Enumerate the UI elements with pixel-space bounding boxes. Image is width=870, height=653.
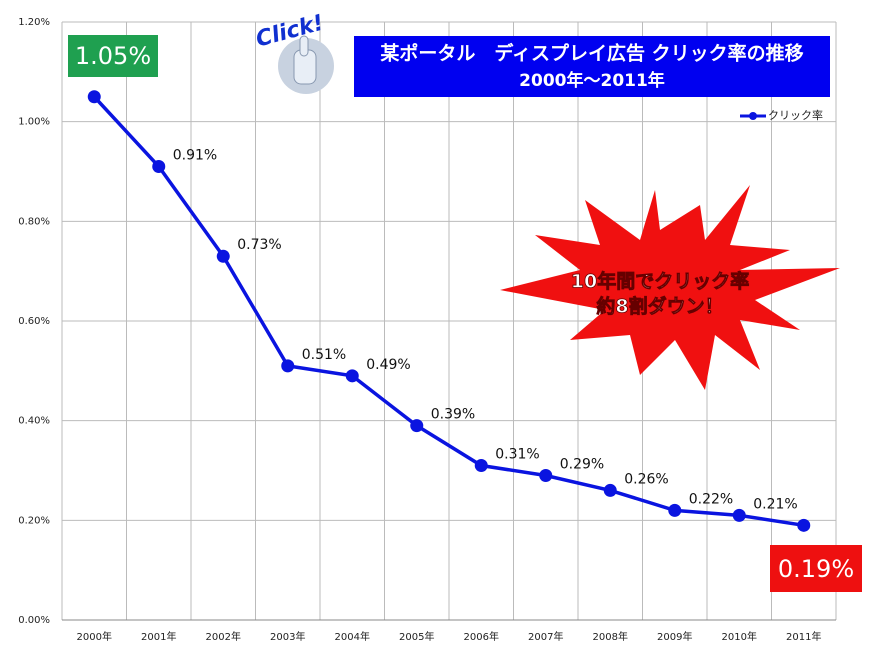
chart-subtitle: 2000年～2011年 xyxy=(519,70,665,91)
start-badge xyxy=(68,35,158,77)
data-label: 0.39% xyxy=(431,407,475,423)
data-label: 0.51% xyxy=(302,347,346,363)
data-label: 1.05% xyxy=(75,42,151,70)
y-tick-label: 0.40% xyxy=(18,416,50,427)
data-label: 0.22% xyxy=(689,491,733,507)
data-label: 0.31% xyxy=(495,447,539,463)
data-point xyxy=(797,518,811,532)
y-tick-label: 1.20% xyxy=(18,17,50,28)
data-point xyxy=(539,468,553,482)
data-point xyxy=(732,508,746,522)
chart-title: 某ポータル ディスプレイ広告 クリック率の推移 xyxy=(380,42,803,65)
x-tick-label: 2006年 xyxy=(464,630,499,643)
data-point xyxy=(668,503,682,517)
y-tick-label: 0.20% xyxy=(18,515,50,526)
title-box xyxy=(354,36,830,97)
data-point xyxy=(474,459,488,473)
y-tick-label: 0.00% xyxy=(18,615,50,626)
data-point xyxy=(281,359,295,373)
data-label: 0.26% xyxy=(624,471,668,487)
data-label: 0.19% xyxy=(778,555,854,583)
legend-marker xyxy=(749,112,757,120)
data-point xyxy=(345,369,359,383)
data-label: 0.21% xyxy=(753,496,797,512)
x-tick-label: 2008年 xyxy=(593,630,628,643)
series-line xyxy=(92,95,805,528)
x-tick-label: 2004年 xyxy=(335,630,370,643)
x-tick-label: 2007年 xyxy=(528,630,563,643)
data-point xyxy=(216,249,230,263)
data-point xyxy=(410,419,424,433)
annotation: 約8割ダウン！ xyxy=(596,295,723,318)
end-badge xyxy=(770,545,862,592)
data-label: 0.49% xyxy=(366,357,410,373)
x-tick-label: 2011年 xyxy=(786,630,821,643)
data-label: 0.91% xyxy=(173,148,217,164)
x-tick-label: 2005年 xyxy=(399,630,434,643)
y-tick-label: 0.80% xyxy=(18,216,50,227)
x-tick-label: 2010年 xyxy=(722,630,757,643)
plot: 1.05% 0.91% 0.73% 0.51% 0.49% 0.39% 0.31% 0.29%… xyxy=(68,35,862,592)
x-tick-label: 2001年 xyxy=(141,630,176,643)
x-tick-label: 2000年 xyxy=(77,630,112,643)
annotation: 10年間でクリック率 xyxy=(571,270,749,293)
data-label: 0.73% xyxy=(237,237,281,253)
data-label: 0.29% xyxy=(560,456,604,472)
data-point xyxy=(87,90,101,104)
y-tick-label: 1.00% xyxy=(18,117,50,128)
x-tick-label: 2003年 xyxy=(270,630,305,643)
data-point xyxy=(152,160,166,174)
x-tick-label: 2002年 xyxy=(206,630,241,643)
x-tick-label: 2009年 xyxy=(657,630,692,643)
legend-label: クリック率 xyxy=(768,108,823,122)
starburst xyxy=(500,185,840,390)
y-tick-label: 0.60% xyxy=(18,316,50,327)
data-point xyxy=(603,483,617,497)
